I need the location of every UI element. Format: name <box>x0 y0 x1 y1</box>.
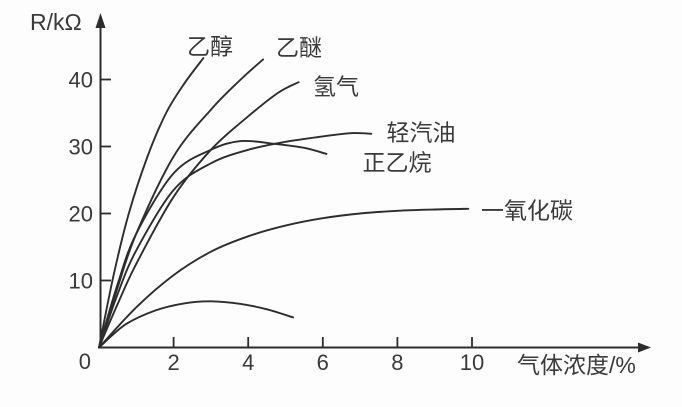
x-axis-label: 气体浓度/% <box>517 352 636 378</box>
origin-label: 0 <box>79 349 91 374</box>
y-tick-label: 40 <box>69 68 93 93</box>
curve-n-hexane <box>98 139 328 349</box>
axis-tick-labels: 2 4 6 8 10 10 20 30 40 0 <box>69 68 485 376</box>
curve-unlabeled-low <box>98 300 294 349</box>
curve-ethanol <box>98 57 205 349</box>
curve-label-light-gasoline: 轻汽油 <box>386 119 456 146</box>
y-tick-label: 30 <box>69 135 93 160</box>
x-tick-label: 6 <box>317 350 329 375</box>
curve-label-hydrogen: 氢气 <box>313 73 359 100</box>
curve-label-ether: 乙醚 <box>276 34 322 61</box>
curves <box>98 57 470 349</box>
x-tick-label: 8 <box>391 350 403 375</box>
curve-carbon-monoxide <box>98 207 470 349</box>
curve-label-carbon-monoxide: 一氧化碳 <box>481 197 573 224</box>
axis-ticks <box>100 78 473 348</box>
y-axis-label: R/kΩ <box>30 9 82 35</box>
x-axis-arrow-icon <box>638 342 651 353</box>
y-tick-label: 20 <box>69 202 93 227</box>
x-tick-label: 4 <box>242 350 254 375</box>
y-tick-label: 10 <box>69 269 93 294</box>
curve-label-n-hexane: 正乙烷 <box>362 149 432 176</box>
curve-label-ethanol: 乙醇 <box>187 33 233 60</box>
curve-light-gasoline <box>98 132 373 349</box>
curve-ether <box>98 58 265 349</box>
y-axis-arrow-icon <box>95 13 106 28</box>
axes <box>95 13 651 353</box>
x-tick-label: 10 <box>460 350 484 375</box>
x-tick-label: 2 <box>167 350 179 375</box>
